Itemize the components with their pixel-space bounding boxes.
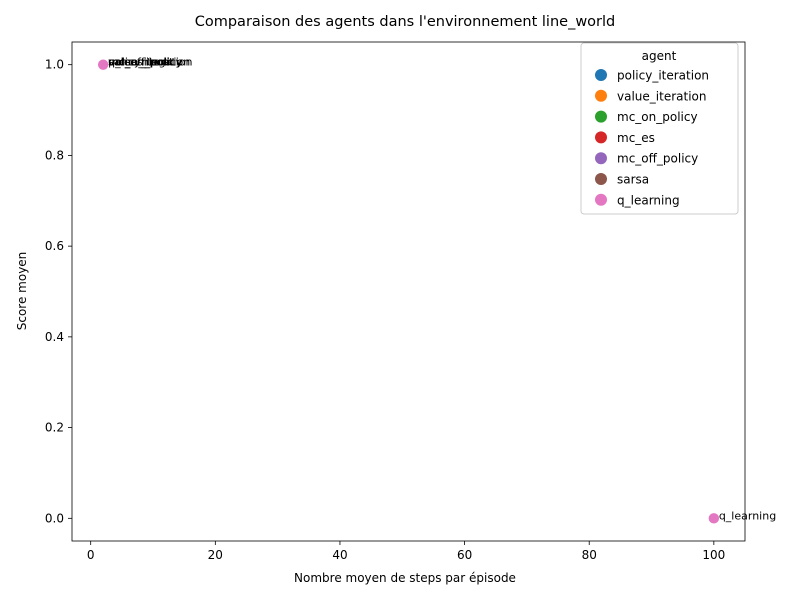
point-label: value_iteration	[108, 56, 190, 69]
point-label: mc_off_policy	[108, 56, 183, 69]
y-tick-label: 0.6	[45, 239, 64, 253]
legend-marker	[595, 131, 607, 144]
point-labels-layer: policy_iterationvalue_iterationmc_on_pol…	[108, 56, 776, 523]
x-tick-label: 80	[582, 548, 597, 562]
y-axis: 0.0 0.2 0.4 0.6 0.8 1.0	[45, 58, 72, 525]
legend-item-label: sarsa	[617, 173, 649, 187]
legend-marker	[595, 173, 607, 185]
point-label: mc_on_policy	[108, 56, 182, 69]
legend-marker	[595, 89, 607, 102]
point-label: q_learning	[719, 509, 776, 522]
x-tick-label: 60	[457, 548, 472, 562]
x-tick-label: 0	[87, 548, 95, 562]
point-label: mc_es	[108, 56, 143, 69]
x-axis: 0 20 40 60 80 100	[87, 541, 725, 562]
points-layer	[97, 58, 720, 525]
point-label: sarsa	[108, 56, 137, 69]
legend-marker	[595, 152, 607, 165]
data-point	[97, 58, 109, 71]
legend: agent policy_iteration value_iteration mc_…	[580, 42, 739, 215]
plot-frame	[71, 41, 746, 542]
point-label: policy_iteration	[108, 56, 192, 69]
legend-item-label: policy_iteration	[617, 69, 709, 83]
legend-box	[580, 42, 739, 215]
legend-item-label: mc_on_policy	[617, 110, 698, 124]
y-tick-label: 0.2	[45, 421, 64, 435]
y-axis-label: Score moyen	[15, 252, 29, 331]
chart-title: Comparaison des agents dans l'environnem…	[195, 14, 616, 30]
legend-title: agent	[642, 49, 677, 63]
legend-item-label: mc_off_policy	[617, 152, 698, 166]
legend-item-label: value_iteration	[617, 89, 706, 103]
legend-marker	[595, 69, 607, 81]
x-axis-label: Nombre moyen de steps par épisode	[294, 571, 516, 585]
y-tick-label: 0.8	[45, 148, 64, 162]
y-tick-label: 0.4	[45, 330, 64, 344]
legend-marker	[595, 110, 607, 123]
point-label: q_learning	[108, 56, 165, 69]
y-tick-label: 0.0	[45, 511, 64, 525]
x-tick-label: 20	[208, 548, 223, 562]
data-point	[708, 512, 720, 525]
legend-item-label: mc_es	[617, 131, 655, 145]
x-tick-label: 40	[332, 548, 347, 562]
legend-marker	[595, 193, 607, 206]
x-tick-label: 100	[702, 548, 725, 562]
y-tick-label: 1.0	[45, 58, 64, 72]
legend-item-label: q_learning	[617, 193, 680, 207]
